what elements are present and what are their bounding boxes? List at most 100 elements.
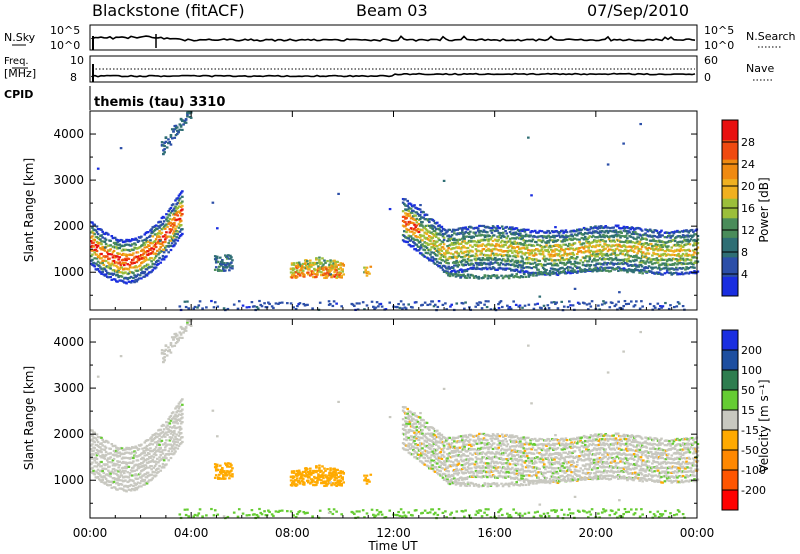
power-cell — [507, 245, 511, 248]
power-cell — [201, 307, 204, 310]
power-cell — [425, 232, 429, 236]
power-cell — [589, 226, 593, 229]
power-cell — [503, 275, 506, 278]
velocity-cell — [140, 485, 143, 488]
velocity-cell — [101, 444, 104, 447]
power-cell — [153, 256, 157, 260]
power-cell — [605, 252, 609, 256]
power-cell — [326, 275, 329, 278]
power-cell — [690, 228, 694, 232]
power-cell — [521, 264, 524, 267]
power-cell — [558, 259, 562, 262]
power-cell — [545, 241, 548, 244]
power-cell — [169, 211, 173, 214]
power-cell — [402, 230, 406, 233]
power-cell — [550, 235, 554, 239]
power-cell — [466, 250, 470, 253]
velocity-cell — [174, 417, 177, 421]
power-cell — [355, 302, 359, 305]
power-cell — [437, 300, 441, 303]
power-cell — [133, 261, 136, 265]
velocity-cell — [176, 414, 180, 418]
power-cell — [443, 232, 447, 235]
power-cell — [96, 233, 100, 236]
power-cell — [594, 268, 597, 272]
power-cell — [168, 217, 172, 221]
velocity-cell — [157, 433, 160, 436]
velocity-cell — [167, 418, 170, 421]
velocity-cell — [459, 450, 463, 453]
velocity-cell — [110, 461, 114, 464]
power-cell — [154, 245, 158, 249]
power-cell — [606, 269, 610, 272]
power-cell — [527, 228, 530, 231]
power-cell — [112, 249, 116, 253]
power-cell — [459, 250, 463, 253]
power-cell — [174, 227, 177, 231]
power-cell — [168, 140, 172, 144]
power-cell — [654, 243, 658, 246]
power-ylabel: Slant Range [km] — [22, 158, 36, 262]
power-cell — [229, 254, 232, 257]
velocity-cell — [145, 476, 149, 479]
power-cell — [637, 236, 641, 239]
ytick-label: 2000 — [53, 219, 84, 233]
velocity-cell — [454, 463, 457, 466]
power-cell — [388, 207, 392, 211]
power-cell — [95, 253, 99, 256]
velocity-cell — [112, 480, 116, 483]
velocity-cell — [476, 437, 480, 440]
velocity-cell — [133, 482, 136, 485]
power-cell — [640, 229, 644, 232]
power-cell — [591, 240, 595, 244]
velocity-cell — [134, 445, 137, 448]
power-cell — [571, 251, 575, 255]
power-cell — [94, 248, 98, 251]
power-cell — [598, 308, 601, 311]
velocity-cell — [115, 454, 118, 457]
velocity-cell — [441, 476, 445, 479]
power-cell — [230, 256, 233, 259]
velocity-cell — [143, 441, 147, 444]
power-cell — [399, 300, 403, 303]
power-cell — [333, 271, 336, 274]
power-cell — [117, 269, 120, 272]
power-cell — [133, 274, 136, 277]
power-cell — [689, 234, 693, 237]
power-cell — [481, 243, 485, 246]
power-cell — [528, 253, 531, 256]
velocity-cell — [438, 436, 441, 439]
power-cell — [481, 230, 485, 233]
velocity-cell — [435, 457, 439, 461]
power-cell — [598, 240, 602, 243]
power-cell — [669, 271, 672, 274]
power-cell — [272, 306, 275, 310]
power-cell — [231, 267, 234, 270]
power-cell — [307, 271, 310, 274]
power-cell — [575, 271, 579, 274]
power-cell — [334, 273, 337, 277]
power-cell — [421, 303, 424, 306]
power-cell — [170, 242, 174, 245]
power-cell — [603, 236, 606, 239]
velocity-cell — [104, 481, 108, 484]
velocity-cell — [455, 467, 458, 471]
power-cell — [644, 232, 647, 235]
power-cell — [508, 230, 512, 234]
power-cell — [413, 238, 416, 241]
power-cell — [611, 267, 614, 270]
velocity-cell — [137, 467, 141, 470]
power-cell — [612, 226, 615, 229]
power-cell — [473, 258, 477, 261]
power-cell — [414, 214, 417, 217]
power-cell — [535, 258, 538, 261]
power-cell — [450, 269, 454, 273]
power-cell — [620, 269, 623, 272]
power-cell — [516, 232, 520, 235]
power-cell — [677, 252, 680, 256]
power-cell — [153, 263, 157, 266]
velocity-cell — [418, 448, 422, 452]
power-cell — [178, 197, 182, 200]
power-cell — [178, 211, 182, 214]
power-cell — [413, 231, 416, 235]
